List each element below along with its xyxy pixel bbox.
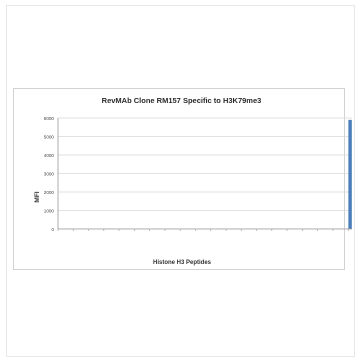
y-tick-label: 6000 xyxy=(44,116,55,121)
y-tick-label: 2000 xyxy=(44,190,55,195)
y-tick-label: 4000 xyxy=(44,153,55,158)
x-axis-label: Histone H3 Peptides xyxy=(153,260,212,266)
y-tick-label: 5000 xyxy=(44,134,55,139)
gridlines xyxy=(58,117,352,211)
y-tick-label: 0 xyxy=(51,227,54,232)
bar xyxy=(348,119,352,229)
y-axis-label: MFI xyxy=(34,191,41,202)
y-tick-label: 3000 xyxy=(44,171,55,176)
chart-title: RevMAb Clone RM157 Specific to H3K79me3 xyxy=(101,96,262,105)
y-tick-labels: 0 1000 2000 3000 4000 5000 6000 xyxy=(44,116,55,232)
y-tick-label: 1000 xyxy=(44,208,55,213)
